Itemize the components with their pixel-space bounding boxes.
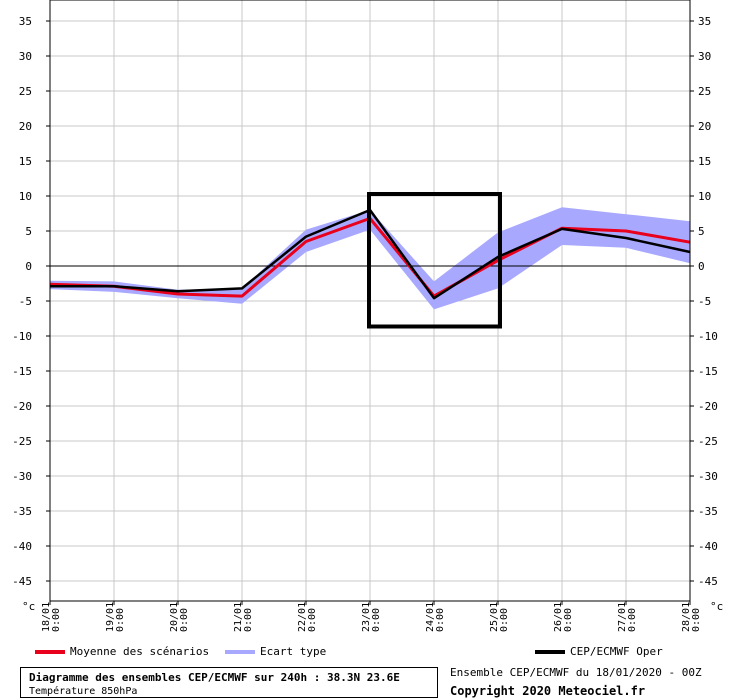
run-info: Ensemble CEP/ECMWF du 18/01/2020 - 00Z bbox=[450, 666, 702, 679]
xtick-label-time: 0:00 bbox=[115, 608, 126, 632]
spread-legend-swatch bbox=[225, 650, 255, 654]
xtick-label-time: 0:00 bbox=[627, 608, 638, 632]
oper-legend-label: CEP/ECMWF Oper bbox=[570, 645, 663, 658]
ytick-label-left: 35 bbox=[19, 15, 32, 28]
spread-legend-label: Ecart type bbox=[260, 645, 327, 658]
xtick-label-date: 25/01 bbox=[489, 602, 500, 632]
ytick-label-left: -30 bbox=[12, 470, 32, 483]
xtick-label-date: 18/01 bbox=[41, 602, 52, 632]
xtick-label-date: 26/01 bbox=[553, 602, 564, 632]
xtick-label-date: 28/01 bbox=[681, 602, 692, 632]
chart-title-box: Diagramme des ensembles CEP/ECMWF sur 24… bbox=[20, 667, 438, 698]
xtick-label-time: 0:00 bbox=[499, 608, 510, 632]
ytick-label-right: 10 bbox=[698, 190, 711, 203]
oper-legend-swatch bbox=[535, 650, 565, 654]
copyright: Copyright 2020 Meteociel.fr bbox=[450, 684, 646, 698]
ytick-label-left: 15 bbox=[19, 155, 32, 168]
ytick-label-left: -5 bbox=[19, 295, 32, 308]
xtick-label-time: 0:00 bbox=[371, 608, 382, 632]
xtick-label-time: 0:00 bbox=[691, 608, 702, 632]
ytick-label-right: 35 bbox=[698, 15, 711, 28]
ytick-label-right: -40 bbox=[698, 540, 718, 553]
ytick-label-left: 25 bbox=[19, 85, 32, 98]
chart-grid bbox=[50, 0, 690, 601]
ytick-label-left: 30 bbox=[19, 50, 32, 63]
xtick-label-date: 27/01 bbox=[617, 602, 628, 632]
xtick-label-date: 23/01 bbox=[361, 602, 372, 632]
highlight-rectangle bbox=[367, 192, 502, 329]
ytick-label-left: -40 bbox=[12, 540, 32, 553]
ytick-label-right: -25 bbox=[698, 435, 718, 448]
highlight-box bbox=[367, 192, 502, 329]
ytick-label-right: -20 bbox=[698, 400, 718, 413]
ytick-label-right: -45 bbox=[698, 575, 718, 588]
tick-labels: 35 35 30 30 25 25 20 20 15 15 10 10 5 5 0 0 -5 -5 -10 -10 -1… bbox=[12, 15, 723, 632]
ensemble-temperature-chart: 35 35 30 30 25 25 20 20 15 15 10 10 5 5 0 0 -5 -5 -10 -10 -1… bbox=[12, 0, 723, 632]
ytick-label-right: -35 bbox=[698, 505, 718, 518]
ytick-label-left: -10 bbox=[12, 330, 32, 343]
chart-axes bbox=[46, 0, 694, 605]
xtick-label-time: 0:00 bbox=[307, 608, 318, 632]
xtick-label-date: 19/01 bbox=[105, 602, 116, 632]
ytick-label-left: -20 bbox=[12, 400, 32, 413]
spread-band-area bbox=[50, 207, 690, 310]
plot-frame bbox=[49, 0, 691, 602]
ytick-label-left: -35 bbox=[12, 505, 32, 518]
chart-title: Diagramme des ensembles CEP/ECMWF sur 24… bbox=[29, 671, 400, 684]
chart-subtitle: Température 850hPa bbox=[29, 686, 138, 697]
ytick-label-left: 0 bbox=[25, 260, 32, 273]
ytick-label-right: -30 bbox=[698, 470, 718, 483]
mean-legend-swatch bbox=[35, 650, 65, 654]
ytick-label-left: 5 bbox=[25, 225, 32, 238]
ytick-label-right: -10 bbox=[698, 330, 718, 343]
xtick-label-time: 0:00 bbox=[179, 608, 190, 632]
ytick-label-left: 20 bbox=[19, 120, 32, 133]
ytick-label-right: -15 bbox=[698, 365, 718, 378]
unit-label-right: °c bbox=[710, 600, 723, 613]
xtick-label-time: 0:00 bbox=[563, 608, 574, 632]
ytick-label-left: 10 bbox=[19, 190, 32, 203]
ytick-label-right: -5 bbox=[698, 295, 711, 308]
xtick-label-time: 0:00 bbox=[51, 608, 62, 632]
xtick-label-time: 0:00 bbox=[435, 608, 446, 632]
ytick-label-left: -25 bbox=[12, 435, 32, 448]
unit-label-left: °c bbox=[22, 600, 35, 613]
ytick-label-right: 20 bbox=[698, 120, 711, 133]
ytick-label-left: -15 bbox=[12, 365, 32, 378]
ytick-label-right: 15 bbox=[698, 155, 711, 168]
spread-band bbox=[50, 207, 690, 310]
mean-legend-label: Moyenne des scénarios bbox=[70, 645, 210, 658]
ytick-label-left: -45 bbox=[12, 575, 32, 588]
ytick-label-right: 0 bbox=[698, 260, 705, 273]
xtick-label-time: 0:00 bbox=[243, 608, 254, 632]
xtick-label-date: 21/01 bbox=[233, 602, 244, 632]
xtick-label-date: 24/01 bbox=[425, 602, 436, 632]
xtick-label-date: 22/01 bbox=[297, 602, 308, 632]
xtick-label-date: 20/01 bbox=[169, 602, 180, 632]
ytick-label-right: 30 bbox=[698, 50, 711, 63]
ytick-label-right: 25 bbox=[698, 85, 711, 98]
ytick-label-right: 5 bbox=[698, 225, 705, 238]
